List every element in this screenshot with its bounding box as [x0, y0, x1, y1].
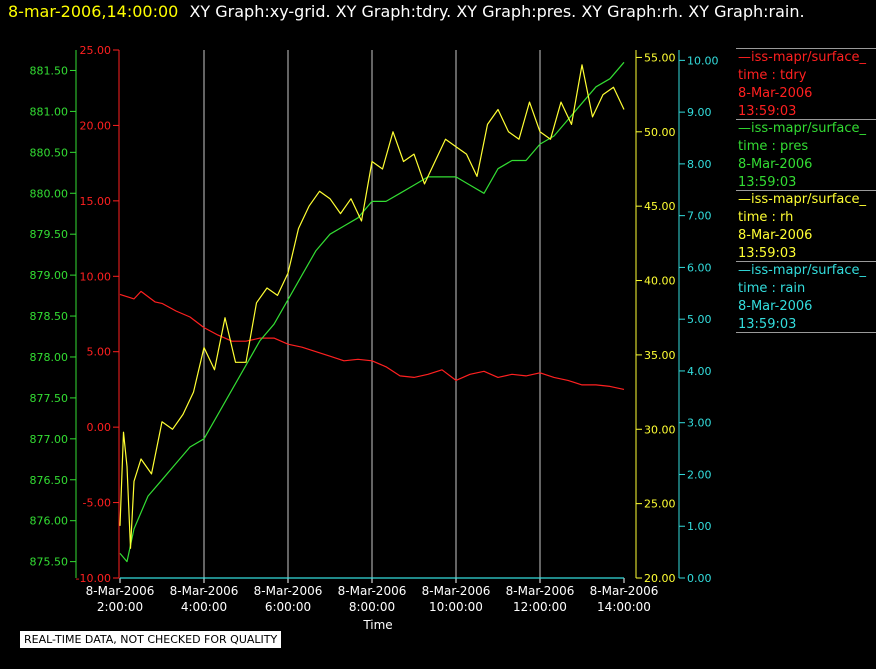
rain-tick-label: 4.00 — [687, 365, 712, 378]
legend-var: time : rh — [738, 210, 794, 225]
tdry-tick-label: 20.00 — [80, 119, 112, 132]
rh-tick-label: 25.00 — [644, 498, 676, 511]
x-tick-label-time: 10:00:00 — [429, 600, 483, 614]
legend-entry: —iss-mapr/surface_time : rh 8-Mar-2006 13:… — [736, 190, 876, 261]
rain-tick-label: 1.00 — [687, 520, 712, 533]
pres-tick-label: 880.00 — [30, 187, 69, 200]
rain-tick-label: 0.00 — [687, 572, 712, 585]
rain-tick-label: 8.00 — [687, 158, 712, 171]
series-line-pres — [119, 61, 625, 563]
x-tick-label-date: 8-Mar-2006 — [590, 584, 659, 598]
x-tick-label-time: 4:00:00 — [181, 600, 227, 614]
pres-tick-label: 879.50 — [30, 228, 69, 241]
rh-tick-label: 40.00 — [644, 275, 676, 288]
x-tick-label-date: 8-Mar-2006 — [338, 584, 407, 598]
legend-source: —iss-mapr/surface_ — [738, 50, 867, 65]
tdry-tick-label: 10.00 — [80, 270, 112, 283]
pres-tick-label: 881.50 — [30, 64, 69, 77]
rain-tick-label: 2.00 — [687, 468, 712, 481]
tdry-tick-label: 15.00 — [80, 195, 112, 208]
x-tick-label-time: 8:00:00 — [349, 600, 395, 614]
legend-source: —iss-mapr/surface_ — [738, 121, 867, 136]
tdry-tick-label: -10.00 — [76, 572, 111, 585]
rh-tick-label: 30.00 — [644, 423, 676, 436]
legend-date: 8-Mar-2006 — [738, 228, 813, 243]
pres-tick-label: 877.50 — [30, 392, 69, 405]
rain-tick-label: 3.00 — [687, 417, 712, 430]
pres-tick-label: 876.00 — [30, 515, 69, 528]
x-tick-label-time: 14:00:00 — [597, 600, 651, 614]
legend-time: 13:59:03 — [738, 104, 797, 119]
rain-tick-label: 10.00 — [687, 54, 719, 67]
title-graph-list: XY Graph:xy-grid. XY Graph:tdry. XY Grap… — [189, 2, 805, 21]
x-tick-label-date: 8-Mar-2006 — [506, 584, 575, 598]
legend-date: 8-Mar-2006 — [738, 299, 813, 314]
rain-tick-label: 5.00 — [687, 313, 712, 326]
tdry-tick-label: 0.00 — [87, 421, 112, 434]
xy-graph[interactable]: 8-Mar-2006 2:00:00 8-Mar-2006 4:00:00 8-Mar-… — [0, 0, 736, 669]
legend: —iss-mapr/surface_ time : tdry 8-Mar-2006 1… — [736, 48, 876, 333]
title-timestamp: 8-mar-2006,14:00:00 — [8, 2, 179, 21]
tdry-tick-label: -5.00 — [83, 497, 111, 510]
series-lines — [119, 61, 625, 579]
rain-tick-label: 9.00 — [687, 106, 712, 119]
pres-tick-label: 881.00 — [30, 105, 69, 118]
vertical-grid — [203, 50, 541, 578]
title-bar: 8-mar-2006,14:00:00 XY Graph:xy-grid. XY… — [8, 2, 805, 22]
x-axis-label: Time — [362, 618, 392, 632]
legend-entry: —iss-mapr/surface_time : pres 8-Mar-2006 1… — [736, 119, 876, 190]
legend-var: time : rain — [738, 281, 806, 296]
rh-tick-label: 50.00 — [644, 126, 676, 139]
x-tick-label-date: 8-Mar-2006 — [170, 584, 239, 598]
series-line-rh — [119, 64, 625, 549]
legend-entry: —iss-mapr/surface_time : rain 8-Mar-2006 1… — [736, 261, 876, 333]
x-tick-label-time: 6:00:00 — [265, 600, 311, 614]
pres-tick-label: 879.00 — [30, 269, 69, 282]
pres-tick-label: 878.00 — [30, 351, 69, 364]
pres-tick-label: 878.50 — [30, 310, 69, 323]
legend-source: —iss-mapr/surface_ — [738, 263, 867, 278]
x-tick-label-time: 12:00:00 — [513, 600, 567, 614]
pres-tick-label: 880.50 — [30, 146, 69, 159]
pres-tick-label: 877.00 — [30, 433, 69, 446]
rain-tick-label: 7.00 — [687, 210, 712, 223]
rain-tick-label: 6.00 — [687, 261, 712, 274]
pres-tick-label: 876.50 — [30, 474, 69, 487]
legend-var: time : pres — [738, 139, 809, 154]
quality-note: REAL-TIME DATA, NOT CHECKED FOR QUALITY — [19, 630, 283, 649]
legend-var: time : tdry — [738, 68, 807, 83]
x-tick-label-time: 2:00:00 — [97, 600, 143, 614]
rh-tick-label: 55.00 — [644, 51, 676, 64]
pres-tick-label: 875.50 — [30, 556, 69, 569]
rh-tick-label: 35.00 — [644, 349, 676, 362]
axes: 8-Mar-2006 2:00:00 8-Mar-2006 4:00:00 8-Mar-… — [30, 44, 719, 614]
rh-tick-label: 45.00 — [644, 200, 676, 213]
legend-source: —iss-mapr/surface_ — [738, 192, 867, 207]
legend-date: 8-Mar-2006 — [738, 157, 813, 172]
series-line-tdry — [119, 290, 625, 390]
legend-date: 8-Mar-2006 — [738, 86, 813, 101]
legend-entry: —iss-mapr/surface_time : tdry 8-Mar-2006 1… — [736, 48, 876, 119]
tdry-tick-label: 25.00 — [80, 44, 112, 57]
legend-time: 13:59:03 — [738, 246, 797, 261]
x-tick-label-date: 8-Mar-2006 — [422, 584, 491, 598]
x-tick-label-date: 8-Mar-2006 — [254, 584, 323, 598]
legend-time: 13:59:03 — [738, 317, 797, 332]
tdry-tick-label: 5.00 — [87, 346, 112, 359]
legend-time: 13:59:03 — [738, 175, 797, 190]
rh-tick-label: 20.00 — [644, 572, 676, 585]
x-tick-label-date: 8-Mar-2006 — [86, 584, 155, 598]
